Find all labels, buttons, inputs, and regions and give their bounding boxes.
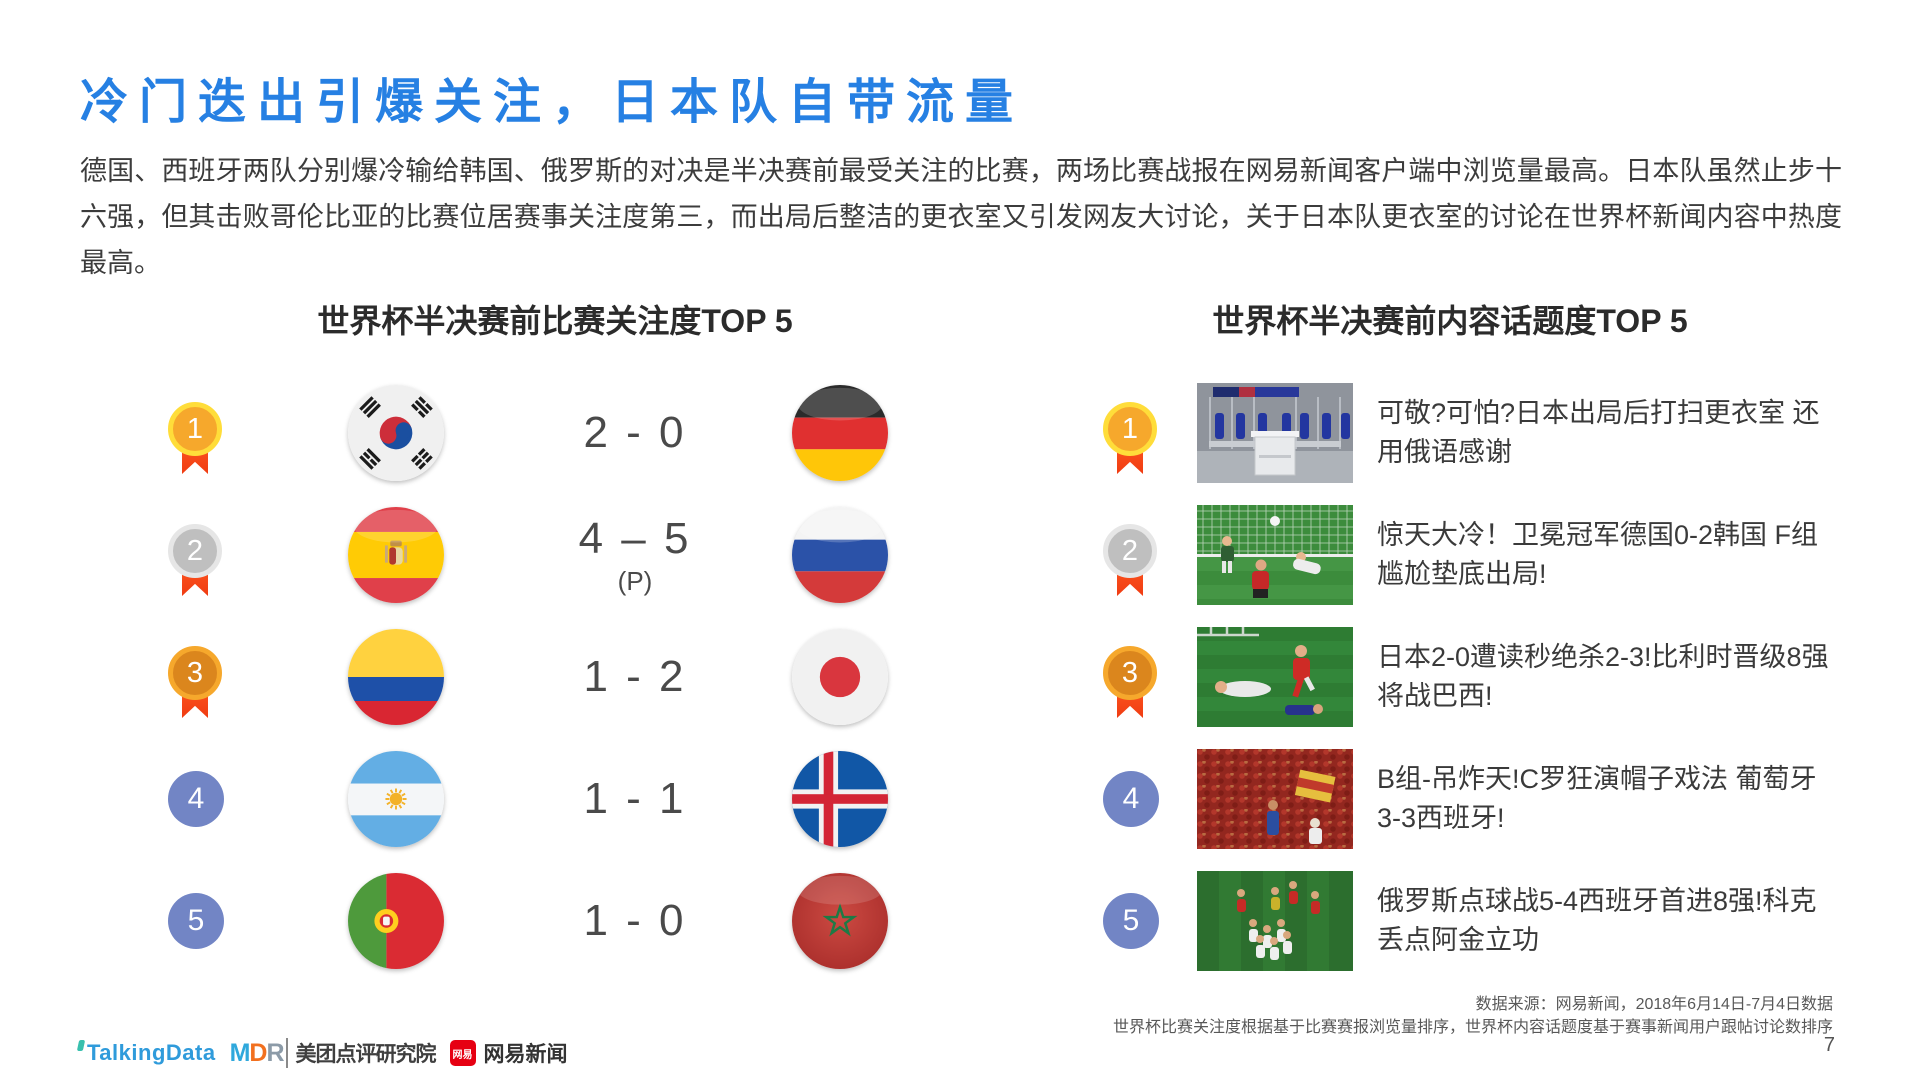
flag-portugal-icon — [348, 873, 444, 969]
gold-medal-icon: 1 — [1103, 402, 1157, 476]
silver-medal-icon: 2 — [168, 524, 222, 598]
rank-number: 3 — [1103, 646, 1157, 700]
topic-headline: 日本2-0遭读秒绝杀2-3!比利时晋级8强将战巴西! — [1377, 642, 1829, 711]
celebration-thumbnail — [1197, 871, 1353, 971]
match-score: 4 – 5 (P) — [578, 513, 692, 596]
topic-headline: B组-吊炸天!C罗狂演帽子戏法 葡萄牙3-3西班牙! — [1377, 764, 1817, 833]
flag-south-korea-icon — [348, 385, 444, 481]
match-score: 1 - 0 — [583, 896, 687, 945]
rank-circle-icon: 5 — [1103, 893, 1159, 949]
flag-colombia-icon — [348, 629, 444, 725]
talkingdata-tick-icon — [76, 1040, 86, 1051]
crowd-thumbnail — [1197, 749, 1353, 849]
flag-germany-icon — [792, 385, 888, 481]
rank-number: 3 — [168, 646, 222, 700]
pitch-players-thumbnail — [1197, 627, 1353, 727]
match-attention-ranking: 1 — [130, 372, 940, 987]
gold-medal-icon: 1 — [168, 402, 222, 476]
netease-news-label: 网易新闻 — [483, 1043, 568, 1066]
silver-medal-icon: 2 — [1103, 524, 1157, 598]
flag-russia-icon — [792, 507, 888, 603]
rank-number: 2 — [1103, 524, 1157, 578]
topic-row-5: 5 — [1095, 860, 1855, 982]
flag-japan-icon — [792, 629, 888, 725]
rank-number: 2 — [168, 524, 222, 578]
ranking-row-1: 1 — [130, 372, 940, 494]
page-title: 冷门迭出引爆关注，日本队自带流量 — [80, 76, 1025, 129]
footer-logos: TalkingData M D R 美团点评研究院 网易 网易新闻 — [76, 1038, 568, 1068]
match-score: 2 - 0 — [583, 408, 687, 457]
flag-spain-icon — [348, 507, 444, 603]
left-panel-header: 世界杯半决赛前比赛关注度TOP 5 — [317, 303, 793, 339]
topic-headline: 惊天大冷！卫冕冠军德国0-2韩国 F组尴尬垫底出局! — [1377, 520, 1819, 589]
penalty-note: (P) — [617, 565, 653, 596]
data-source-line1: 数据来源：网易新闻，2018年6月14日-7月4日数据 — [1475, 996, 1833, 1013]
rank-circle-icon: 4 — [168, 771, 224, 827]
intro-paragraph: 德国、西班牙两队分别爆冷输给韩国、俄罗斯的对决是半决赛前最受关注的比赛，两场比赛… — [80, 156, 1842, 278]
match-score: 1 - 1 — [583, 774, 687, 823]
topic-row-4: 4 B组-吊炸天!C罗狂演帽子戏法 葡萄牙3-3西班牙! — [1095, 738, 1855, 860]
locker-room-thumbnail — [1197, 383, 1353, 483]
netease-app-icon: 网易 — [449, 1040, 476, 1066]
rank-number: 5 — [168, 893, 224, 949]
flag-iceland-icon — [792, 751, 888, 847]
rank-circle-icon: 5 — [168, 893, 224, 949]
topic-headline: 可敬?可怕?日本出局后打扫更衣室 还用俄语感谢 — [1377, 398, 1820, 467]
ranking-row-2: 2 4 – 5 (P) — [130, 494, 940, 616]
data-source-line2: 世界杯比赛关注度根据基于比赛赛报浏览量排序，世界杯内容话题度基于赛事新闻用户跟帖… — [1112, 1019, 1833, 1036]
rank-number: 1 — [168, 402, 222, 456]
rank-circle-icon: 4 — [1103, 771, 1159, 827]
content-topic-ranking: 1 可敬?可怕?日本出局后打扫更衣室 还用俄语感谢 2 — [1095, 372, 1855, 987]
goal-scene-thumbnail — [1197, 505, 1353, 605]
bronze-medal-icon: 3 — [168, 646, 222, 720]
ranking-row-3: 3 1 - 2 — [130, 616, 940, 738]
rank-number: 5 — [1103, 893, 1159, 949]
bronze-medal-icon: 3 — [1103, 646, 1157, 720]
ranking-row-4: 4 1 - 1 — [130, 738, 940, 860]
topic-row-2: 2 惊天大冷！卫冕冠军德国0-2韩国 F组尴尬垫底出局! — [1095, 494, 1855, 616]
rank-number: 4 — [1103, 771, 1159, 827]
right-panel-header: 世界杯半决赛前内容话题度TOP 5 — [1212, 303, 1688, 339]
page-number: 7 — [1823, 1034, 1835, 1056]
meituan-dianping-institute-label: 美团点评研究院 — [285, 1038, 437, 1068]
ranking-row-5: 5 1 - 0 — [130, 860, 940, 982]
mdr-logo: M D R 美团点评研究院 — [229, 1038, 437, 1068]
talkingdata-logo: TalkingData — [76, 1040, 216, 1066]
topic-row-3: 3 日本2-0遭读秒绝杀2-3!比利时晋级8强将战巴西! — [1095, 616, 1855, 738]
match-score: 1 - 2 — [583, 652, 687, 701]
topic-headline: 俄罗斯点球战5-4西班牙首进8强!科克丢点阿金立功 — [1377, 886, 1817, 955]
flag-morocco-icon — [792, 873, 888, 969]
rank-number: 4 — [168, 771, 224, 827]
topic-row-1: 1 可敬?可怕?日本出局后打扫更衣室 还用俄语感谢 — [1095, 372, 1855, 494]
rank-number: 1 — [1103, 402, 1157, 456]
flag-argentina-icon — [348, 751, 444, 847]
